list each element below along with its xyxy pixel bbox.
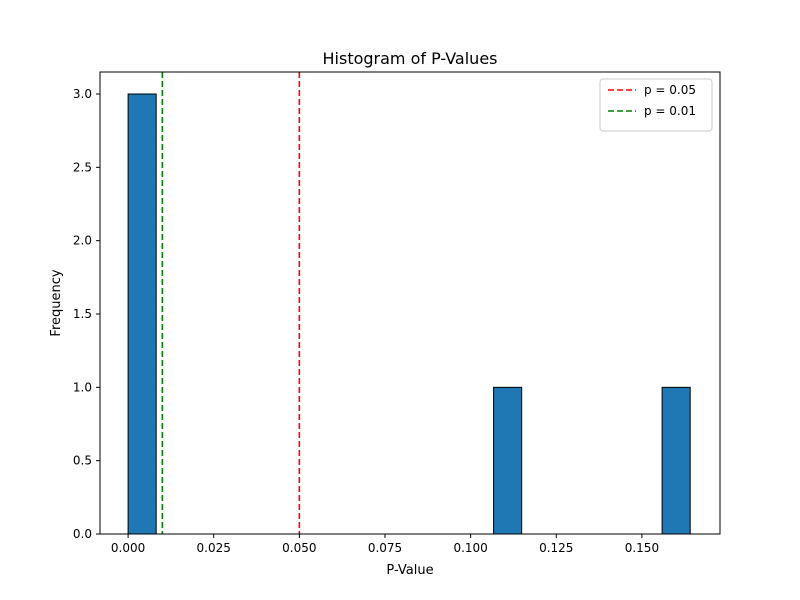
y-tick-label-2: 1.0 <box>73 380 92 394</box>
x-tick-label-1: 0.025 <box>197 541 231 555</box>
legend-label-1: p = 0.01 <box>644 104 696 118</box>
legend-label-0: p = 0.05 <box>644 83 696 97</box>
histogram-bar-1 <box>493 386 523 535</box>
legend: p = 0.05 p = 0.01 <box>599 78 713 132</box>
y-tick-label-1: 0.5 <box>73 454 92 468</box>
y-tick-label-3: 1.5 <box>73 307 92 321</box>
x-tick-label-2: 0.050 <box>282 541 316 555</box>
histogram-bar-2 <box>661 386 691 535</box>
plot-area-frame <box>99 71 721 535</box>
y-tick-label-6: 3.0 <box>73 87 92 101</box>
x-tick-label-4: 0.100 <box>453 541 487 555</box>
histogram-bar-0 <box>127 93 157 535</box>
chart-title: Histogram of P-Values <box>323 49 498 68</box>
legend-box <box>599 78 713 132</box>
x-tick-label-6: 0.150 <box>625 541 659 555</box>
x-axis-ticks: 0.000 0.025 0.050 0.075 0.100 0.125 0.150 <box>111 534 659 555</box>
y-tick-label-0: 0.0 <box>73 527 92 541</box>
x-tick-label-5: 0.125 <box>539 541 573 555</box>
reference-lines-group <box>161 72 301 534</box>
x-tick-label-0: 0.000 <box>111 541 145 555</box>
y-axis-label: Frequency <box>49 269 64 336</box>
x-tick-label-3: 0.075 <box>368 541 402 555</box>
y-tick-label-4: 2.0 <box>73 234 92 248</box>
bars-group <box>127 93 691 535</box>
x-axis-label: P-Value <box>386 563 433 578</box>
y-tick-label-5: 2.5 <box>73 160 92 174</box>
y-axis-ticks: 0.0 0.5 1.0 1.5 2.0 2.5 3.0 <box>73 87 100 541</box>
